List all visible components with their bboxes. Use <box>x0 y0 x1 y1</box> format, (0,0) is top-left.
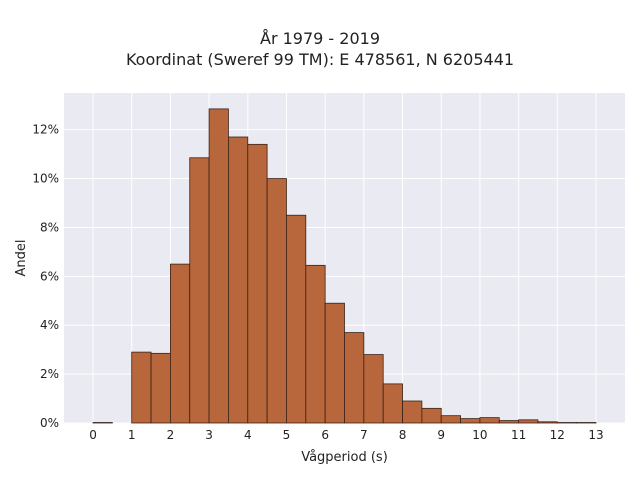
y-tick-label: 2% <box>40 367 59 381</box>
histogram-bar <box>498 420 520 424</box>
histogram-bar <box>363 354 384 424</box>
y-tick-label: 10% <box>32 172 59 186</box>
histogram-bar <box>518 419 539 424</box>
x-tick-label: 1 <box>128 428 136 442</box>
x-tick-label: 12 <box>550 428 565 442</box>
histogram-bar <box>228 136 249 424</box>
y-tick-label: 12% <box>32 123 59 137</box>
chart-title: År 1979 - 2019 <box>260 29 380 48</box>
histogram-bar <box>537 421 558 424</box>
x-tick-label: 11 <box>511 428 526 442</box>
x-tick-label: 10 <box>472 428 487 442</box>
histogram-bar <box>189 157 210 424</box>
histogram-bar <box>344 332 365 424</box>
histogram-bar <box>421 407 442 424</box>
histogram-bar <box>305 264 326 424</box>
x-tick-label: 4 <box>244 428 252 442</box>
histogram-bar <box>460 418 481 424</box>
histogram-bar <box>247 143 268 424</box>
x-tick-label: 0 <box>89 428 97 442</box>
y-tick-label: 0% <box>40 416 59 430</box>
y-tick-label: 6% <box>40 269 59 283</box>
histogram-bar <box>324 302 345 424</box>
x-tick-label: 13 <box>588 428 603 442</box>
x-tick-label: 3 <box>205 428 213 442</box>
histogram-bar <box>402 400 423 424</box>
histogram-bar <box>266 178 287 424</box>
x-tick-label: 5 <box>283 428 291 442</box>
histogram-bar <box>286 214 307 424</box>
histogram-bar <box>131 351 152 424</box>
histogram-bar <box>208 108 229 424</box>
x-tick-label: 9 <box>437 428 445 442</box>
y-tick-label: 8% <box>40 220 59 234</box>
histogram-bar <box>150 352 171 424</box>
histogram-bar <box>169 263 191 424</box>
y-tick-label: 4% <box>40 318 59 332</box>
histogram-bar <box>479 417 500 424</box>
x-tick-label: 8 <box>399 428 407 442</box>
x-tick-label: 2 <box>167 428 175 442</box>
x-tick-label: 7 <box>360 428 368 442</box>
histogram-bar <box>440 415 461 424</box>
x-tick-label: 6 <box>321 428 329 442</box>
chart-subtitle: Koordinat (Sweref 99 TM): E 478561, N 62… <box>125 50 515 69</box>
histogram-bar <box>382 383 403 424</box>
y-axis-label: Andel <box>14 240 29 277</box>
x-axis-label: Vågperiod (s) <box>301 450 388 465</box>
